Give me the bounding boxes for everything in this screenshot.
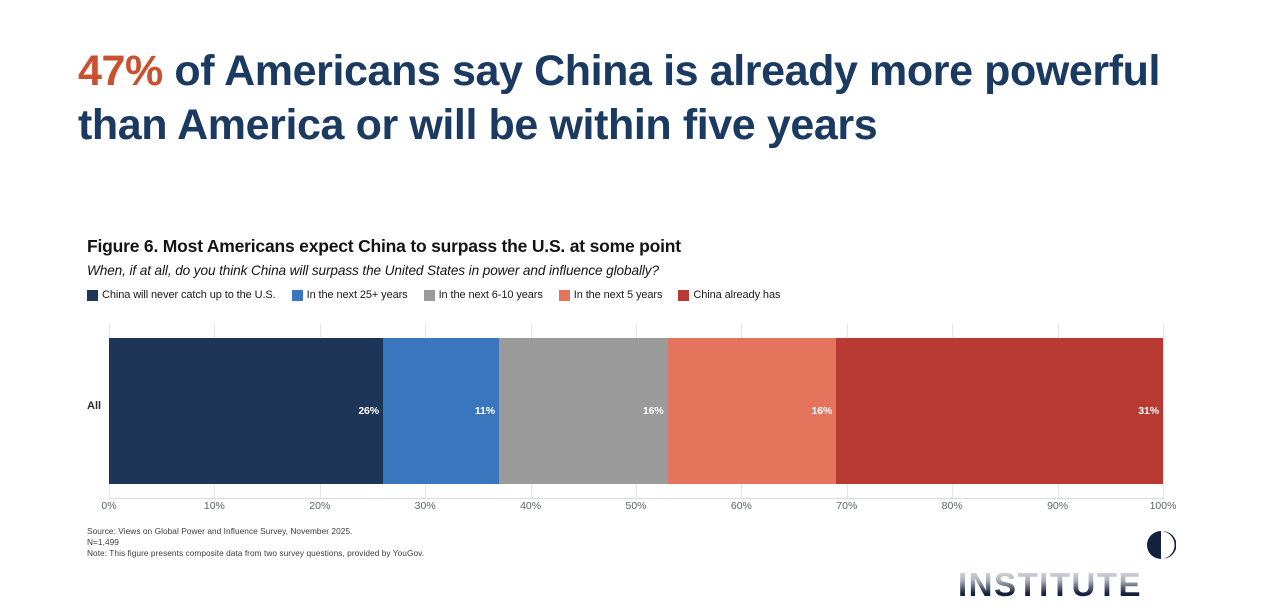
bar-segment-value-label: 31% xyxy=(1138,405,1159,417)
legend-swatch-icon xyxy=(558,289,570,301)
logo-wordmark: INSTITUTE xyxy=(958,566,1268,616)
legend-item-label: In the next 6-10 years xyxy=(438,289,543,301)
x-axis-baseline xyxy=(109,498,1164,499)
x-axis-tick-label: 30% xyxy=(414,500,436,512)
bar-segment[interactable]: 16% xyxy=(498,338,668,484)
legend-item[interactable]: In the next 25+ years xyxy=(291,289,408,301)
x-axis-tick-label: 20% xyxy=(309,500,331,512)
source-line-1: Source: Views on Global Power and Influe… xyxy=(87,526,353,536)
source-note: Source: Views on Global Power and Influe… xyxy=(87,526,424,560)
bar-segment-value-label: 11% xyxy=(474,405,495,417)
figure-subtitle: When, if at all, do you think China will… xyxy=(87,263,659,278)
x-axis-tick-label: 90% xyxy=(1047,500,1069,512)
x-axis-tick-label: 40% xyxy=(520,500,542,512)
bar-segment[interactable]: 11% xyxy=(383,338,499,484)
x-axis-tick-label: 100% xyxy=(1149,500,1177,512)
legend-item[interactable]: In the next 6-10 years xyxy=(423,289,543,301)
x-axis-tick-label: 0% xyxy=(101,500,117,512)
headline-stat: 47% xyxy=(78,47,163,95)
logo-wordmark-text: INSTITUTE xyxy=(958,566,1142,603)
x-axis-tick-label: 50% xyxy=(625,500,647,512)
stacked-bar: 26% 11% 16% 16% 31% xyxy=(109,338,1163,484)
chart-plot-area: 26% 11% 16% 16% 31% xyxy=(109,324,1164,498)
bar-segment[interactable]: 16% xyxy=(667,338,837,484)
chart-legend: China will never catch up to the U.S. In … xyxy=(87,288,796,302)
x-axis-tick-label: 60% xyxy=(730,500,752,512)
page-headline: 47% of Americans say China is already mo… xyxy=(78,44,1238,152)
headline-rest: of Americans say China is already more p… xyxy=(78,47,1161,149)
bar-segment[interactable]: 31% xyxy=(836,338,1163,484)
split-circle-logo-mark xyxy=(1146,530,1177,560)
organization-logo: INSTITUTE xyxy=(958,524,1268,616)
legend-item-label: China already has xyxy=(693,289,781,301)
x-axis-tick-label: 70% xyxy=(836,500,858,512)
legend-swatch-icon xyxy=(87,289,98,301)
legend-item-label: China will never catch up to the U.S. xyxy=(102,289,276,301)
source-line-3: Note: This figure presents composite dat… xyxy=(87,548,425,559)
gridline xyxy=(1163,324,1164,498)
legend-swatch-icon xyxy=(678,289,690,301)
legend-item[interactable]: China will never catch up to the U.S. xyxy=(87,289,276,301)
y-axis-category-label: All xyxy=(87,400,102,412)
legend-item[interactable]: In the next 5 years xyxy=(558,289,663,301)
figure-title: Figure 6. Most Americans expect China to… xyxy=(87,236,681,256)
source-line-2: N=1,499 xyxy=(87,537,119,548)
x-axis-ticks: 0% 10% 20% 30% 40% 50% 60% 70% 80% 90% 100% xyxy=(101,500,1176,516)
legend-item-label: In the next 5 years xyxy=(573,289,663,301)
x-axis-tick-label: 10% xyxy=(203,500,225,512)
bar-segment-value-label: 26% xyxy=(358,405,380,417)
bar-segment[interactable]: 26% xyxy=(109,338,384,484)
bar-segment-value-label: 16% xyxy=(811,405,833,417)
legend-swatch-icon xyxy=(423,289,435,301)
bar-segment-value-label: 16% xyxy=(642,405,664,417)
x-axis-tick-label: 80% xyxy=(941,500,963,512)
legend-item-label: In the next 25+ years xyxy=(306,289,408,301)
legend-item[interactable]: China already has xyxy=(678,289,780,301)
legend-swatch-icon xyxy=(291,289,303,301)
